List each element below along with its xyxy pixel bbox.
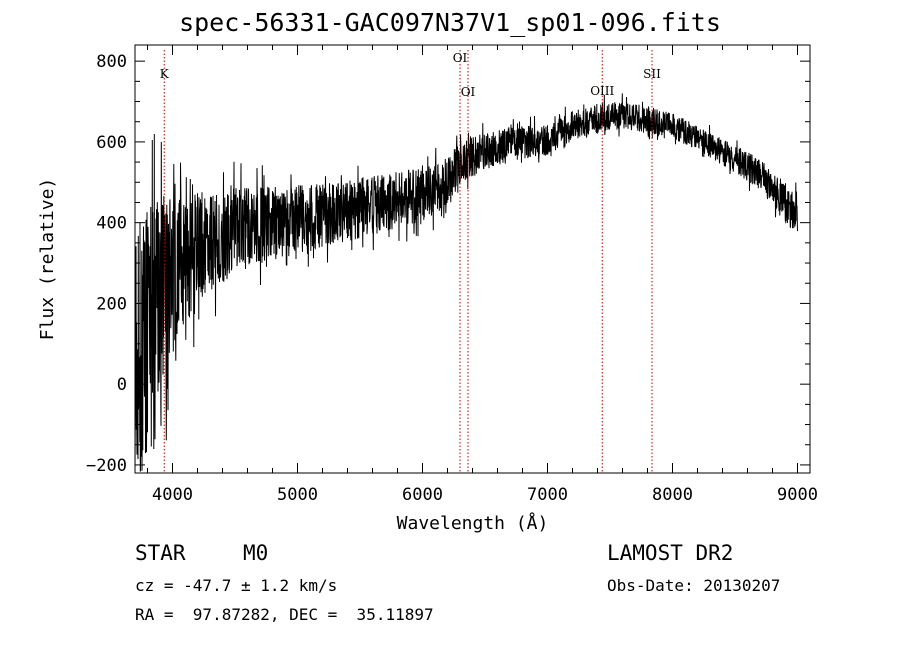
line-marker-label: OI bbox=[453, 51, 468, 65]
x-tick-label: 5000 bbox=[277, 485, 318, 505]
line-marker-label: OI bbox=[461, 85, 476, 99]
x-tick-label: 9000 bbox=[777, 485, 818, 505]
x-tick-label: 6000 bbox=[402, 485, 443, 505]
subclass-label: M0 bbox=[243, 541, 269, 565]
y-tick-label: 0 bbox=[117, 375, 127, 395]
y-tick-label: 200 bbox=[96, 294, 127, 314]
spectrum-line bbox=[134, 93, 798, 472]
y-tick-label: 800 bbox=[96, 52, 127, 72]
survey-label: LAMOST DR2 bbox=[607, 541, 734, 565]
plot-frame bbox=[134, 44, 811, 474]
x-tick-label: 8000 bbox=[652, 485, 693, 505]
x-axis-label: Wavelength (Å) bbox=[397, 512, 549, 534]
coords-label: RA = 97.87282, DEC = 35.11897 bbox=[135, 605, 434, 624]
y-tick-label: 600 bbox=[96, 133, 127, 153]
x-tick-label: 7000 bbox=[527, 485, 568, 505]
y-axis-label: Flux (relative) bbox=[37, 178, 58, 341]
y-tick-label: 400 bbox=[96, 214, 127, 234]
class-label: STAR bbox=[135, 541, 186, 565]
line-marker-label: SII bbox=[643, 67, 661, 81]
y-tick-label: −200 bbox=[86, 456, 127, 476]
line-marker-label: OIII bbox=[590, 84, 614, 98]
x-tick-label: 4000 bbox=[152, 485, 193, 505]
chart-title: spec-56331-GAC097N37V1_sp01-096.fits bbox=[179, 8, 721, 37]
obsdate-label: Obs-Date: 20130207 bbox=[607, 576, 781, 595]
line-marker-label: K bbox=[160, 67, 170, 81]
redshift-label: cz = -47.7 ± 1.2 km/s bbox=[135, 576, 338, 595]
